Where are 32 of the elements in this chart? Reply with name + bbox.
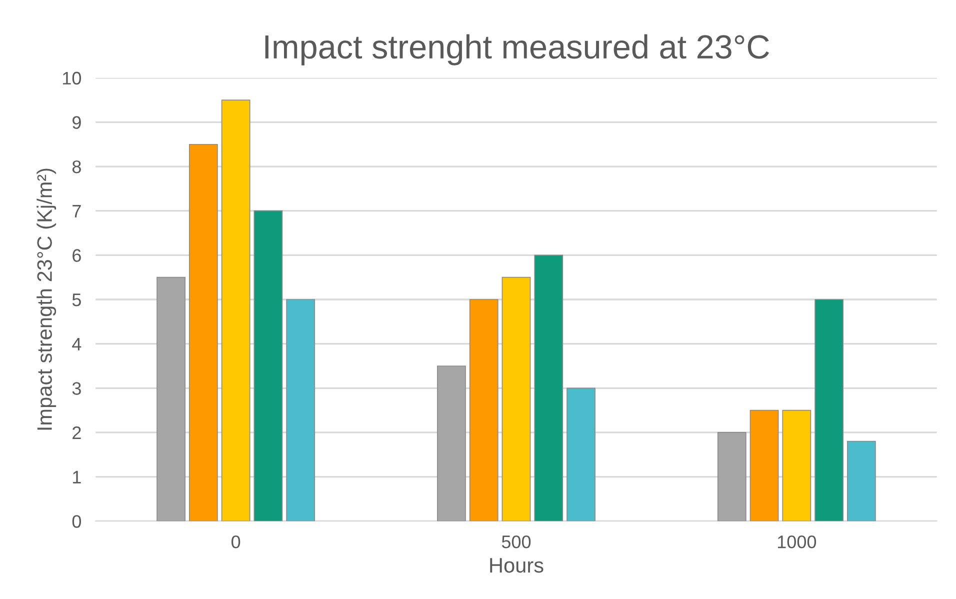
bar (750, 410, 779, 522)
y-tick-label: 8 (72, 160, 81, 174)
y-tick-label: 1 (73, 470, 81, 484)
chart-title: Impact strenght measured at 23°C (265, 34, 769, 66)
y-tick-label: 7 (72, 204, 81, 218)
bar (534, 254, 564, 522)
y-axis-title: Impact strength 23°C (Kj/m²) (36, 168, 56, 430)
bar (814, 299, 844, 522)
bar (156, 276, 186, 522)
bar (254, 210, 283, 522)
y-tick-label: 9 (72, 116, 81, 129)
y-tick-label: 6 (72, 249, 81, 262)
y-tick-label: 0 (72, 515, 82, 528)
bar (717, 432, 746, 522)
y-tick-label: 3 (72, 382, 81, 395)
x-tick-label: 500 (502, 535, 531, 548)
bar (221, 100, 250, 522)
y-tick-label: 10 (63, 72, 82, 85)
bar (782, 410, 812, 522)
bar (286, 299, 316, 522)
y-tick-label: 5 (72, 294, 81, 306)
bar (469, 299, 498, 522)
y-tick-label: 2 (72, 426, 81, 440)
bar (502, 276, 531, 522)
bar (847, 440, 876, 522)
bar (437, 366, 466, 522)
bar (188, 144, 218, 522)
x-axis-title: Hours (490, 558, 544, 573)
x-tick-label: 0 (232, 535, 240, 548)
y-tick-label: 4 (72, 338, 82, 350)
x-tick-label: 1000 (778, 535, 816, 548)
bar (566, 388, 596, 522)
